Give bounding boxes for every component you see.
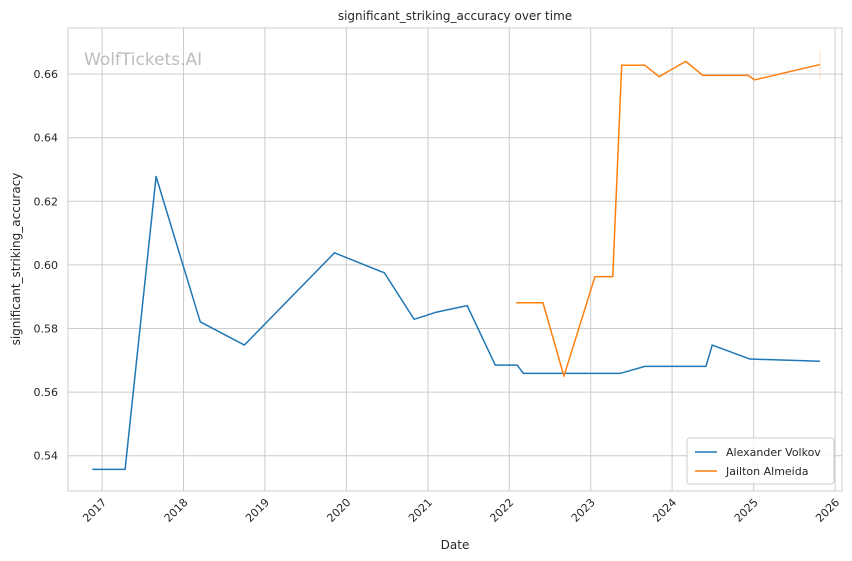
x-tick-label: 2024 <box>650 496 679 525</box>
x-tick-label: 2020 <box>324 496 353 525</box>
x-tick-label: 2018 <box>162 496 191 525</box>
series-line-1 <box>516 60 821 377</box>
legend-label: Jailton Almeida <box>725 465 808 478</box>
x-tick-label: 2026 <box>813 496 842 525</box>
legend-label: Alexander Volkov <box>726 446 821 459</box>
x-tick-label: 2017 <box>80 496 109 525</box>
y-tick-label: 0.56 <box>34 386 59 399</box>
y-axis-label: significant_striking_accuracy <box>9 173 23 346</box>
x-tick-labels: 2017 2018 2019 2020 2021 2022 2023 2024 2025 2026 <box>80 496 842 525</box>
x-tick-label: 2022 <box>487 496 516 525</box>
series-layer <box>92 50 821 471</box>
x-tick-label: 2023 <box>569 496 598 525</box>
plot-background <box>68 28 842 491</box>
plot-frame <box>67 27 843 492</box>
y-tick-label: 0.62 <box>34 195 59 208</box>
y-tick-label: 0.66 <box>34 68 59 81</box>
legend: Alexander Volkov Jailton Almeida <box>686 437 835 485</box>
grid <box>68 28 842 491</box>
x-axis-label: Date <box>441 538 470 552</box>
y-tick-label: 0.64 <box>34 132 59 145</box>
y-tick-label: 0.60 <box>34 259 59 272</box>
x-tick-label: 2025 <box>732 496 761 525</box>
y-tick-label: 0.54 <box>34 450 59 463</box>
legend-box <box>686 437 835 485</box>
watermark: WolfTickets.AI <box>84 50 202 70</box>
y-tick-label: 0.58 <box>34 323 59 336</box>
chart-title: significant_striking_accuracy over time <box>338 9 572 23</box>
x-tick-label: 2019 <box>243 496 272 525</box>
y-tick-labels: 0.54 0.56 0.58 0.60 0.62 0.64 0.66 <box>34 68 59 463</box>
x-tick-label: 2021 <box>406 496 435 525</box>
series-line-0 <box>92 175 820 471</box>
